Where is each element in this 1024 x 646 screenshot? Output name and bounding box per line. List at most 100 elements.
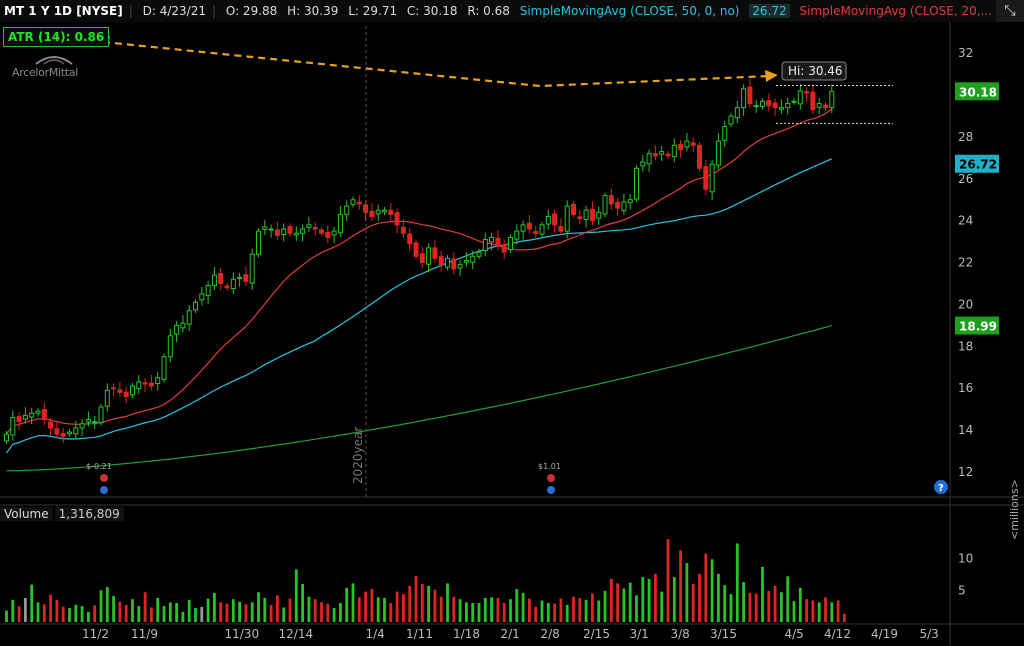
volume-bar: [597, 600, 601, 622]
sma20-label[interactable]: SimpleMovingAvg (CLOSE, 20,...: [799, 4, 992, 18]
candle-body: [419, 253, 425, 264]
y-tick-label: 22: [958, 256, 973, 270]
volume-bar: [36, 602, 40, 622]
candle-body: [495, 237, 501, 247]
volume-bar: [496, 597, 500, 622]
candle-body: [520, 224, 526, 232]
volume-bar: [156, 597, 160, 622]
price-tag-label: 26.72: [959, 158, 997, 172]
candle-body: [697, 144, 702, 169]
volume-bar: [112, 596, 115, 622]
close-label: C: 30.18: [406, 4, 458, 18]
x-tick-label: 1/11: [406, 627, 433, 641]
volume-bar: [420, 584, 424, 622]
sma50-label[interactable]: SimpleMovingAvg (CLOSE, 50, 0, no): [519, 4, 740, 18]
volume-bar: [773, 585, 777, 622]
volume-bar: [263, 597, 267, 622]
volume-bar: [433, 589, 437, 622]
candle-body: [268, 228, 274, 231]
volume-bar: [502, 603, 506, 622]
volume-bar: [143, 592, 147, 622]
volume-bar: [68, 608, 71, 622]
y-tick-label: 16: [958, 381, 973, 395]
candle-body: [281, 228, 287, 235]
volume-bar: [483, 597, 487, 622]
info-icon-glyph: ?: [938, 483, 944, 494]
collapse-icon[interactable]: ⤡: [996, 0, 1024, 22]
candle-body: [766, 100, 772, 107]
dividend-icon: [100, 486, 108, 494]
candle-body: [85, 419, 91, 423]
volume-bar: [528, 598, 531, 622]
price-tag-label: 30.18: [959, 85, 997, 99]
low-label: L: 29.71: [348, 4, 398, 18]
price-chart[interactable]: 12141618202224262830325102020year11/211/…: [0, 22, 1024, 646]
candle-body: [10, 416, 16, 436]
candle-body: [130, 385, 135, 396]
volume-bar: [93, 605, 97, 622]
candle-body: [489, 236, 495, 243]
open-label: O: 29.88: [225, 4, 278, 18]
symbol-label[interactable]: MT 1 Y 1D [NYSE]: [4, 4, 123, 18]
logo-swoosh-icon: [35, 56, 73, 65]
range-label: R: 0.68: [467, 4, 510, 18]
candle-body: [463, 259, 469, 263]
atr-badge[interactable]: ATR (14): 0.86: [3, 27, 110, 47]
volume-bar: [672, 577, 676, 622]
candle-body: [344, 205, 350, 215]
candle-body: [167, 335, 173, 358]
event-label: $-0.21: [86, 462, 112, 471]
volume-label[interactable]: Volume: [0, 507, 53, 521]
volume-bar: [685, 563, 689, 622]
volume-bar: [786, 576, 790, 622]
volume-bar: [609, 578, 613, 622]
volume-bar: [87, 611, 90, 622]
volume-tick-label: 5: [958, 583, 966, 597]
volume-bar: [307, 596, 311, 622]
volume-bar: [458, 599, 462, 622]
candle-body: [319, 229, 324, 234]
y-tick-label: 18: [958, 339, 973, 353]
volume-bar: [131, 599, 134, 622]
annotation-arrow-line: [102, 40, 771, 88]
candle-body: [48, 421, 54, 429]
volume-bar: [591, 593, 594, 622]
dividend-icon: [547, 486, 555, 494]
volume-bar: [641, 577, 645, 622]
candle-body: [356, 201, 362, 205]
candle-body: [476, 251, 482, 257]
earnings-icon: [100, 474, 108, 482]
volume-bar: [578, 597, 582, 622]
candle-body: [205, 285, 211, 297]
volume-bar: [301, 584, 304, 622]
candle-body: [634, 167, 639, 200]
volume-bar: [540, 600, 544, 622]
candle-body: [155, 377, 161, 385]
volume-bar: [723, 585, 727, 622]
volume-bar: [465, 602, 468, 622]
volume-bar: [792, 601, 796, 622]
volume-bar: [572, 596, 575, 622]
candle-body: [545, 215, 551, 225]
volume-bar: [99, 590, 103, 622]
volume-bar: [402, 594, 405, 622]
candle-body: [274, 229, 280, 236]
candle-body: [533, 231, 539, 234]
volume-bar: [559, 598, 563, 622]
candle-body: [804, 91, 810, 94]
volume-bar: [414, 575, 418, 622]
candle-body: [337, 213, 343, 234]
volume-bar: [357, 597, 361, 622]
candle-body: [300, 228, 306, 234]
candle-body: [136, 381, 142, 390]
volume-bar: [565, 604, 569, 622]
candle-body: [375, 209, 381, 215]
candle-body: [193, 301, 198, 311]
volume-bar: [42, 604, 46, 622]
volume-bar: [187, 599, 191, 622]
volume-bar: [660, 591, 664, 622]
volume-bar: [666, 539, 670, 622]
candle-body: [816, 102, 822, 108]
candle-body: [199, 293, 205, 301]
info-icon: [934, 480, 948, 494]
